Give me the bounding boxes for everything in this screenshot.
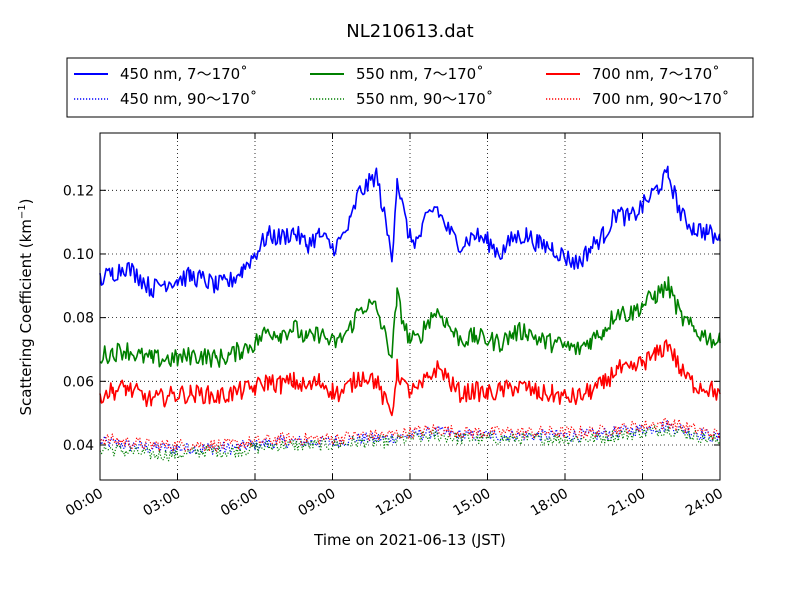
y-tick-label: 0.06 — [63, 374, 94, 390]
legend-label: 550 nm, 90～170˚ — [356, 90, 493, 108]
y-tick-labels: 0.04 0.06 0.08 0.10 0.12 — [63, 183, 94, 454]
y-axis-label-main: Scattering Coefficient (km — [17, 219, 35, 415]
series-line-2 — [99, 339, 721, 417]
y-tick-label: 0.12 — [63, 183, 94, 199]
chart-title: NL210613.dat — [346, 21, 473, 42]
legend-label: 550 nm, 7～170˚ — [356, 65, 484, 83]
legend-label: 450 nm, 7～170˚ — [120, 65, 248, 83]
y-tick-label: 0.04 — [63, 438, 94, 454]
legend: 450 nm, 7～170˚ 550 nm, 7～170˚ 700 nm, 7～17… — [66, 57, 754, 118]
legend-label: 700 nm, 7～170˚ — [592, 65, 720, 83]
legend-box — [66, 57, 754, 118]
x-axis-label: Time on 2021-06-13 (JST) — [313, 531, 506, 549]
y-tick-label: 0.08 — [63, 311, 94, 327]
y-tick-label: 0.10 — [63, 247, 94, 263]
plot-area — [99, 165, 721, 462]
y-axis-label-sup: −1 — [17, 204, 28, 219]
ticks — [99, 133, 721, 480]
series-line-1 — [99, 276, 721, 368]
legend-label: 450 nm, 90～170˚ — [120, 90, 257, 108]
series-line-0 — [99, 165, 721, 298]
y-axis-label-close: ) — [17, 198, 35, 204]
legend-label: 700 nm, 90～170˚ — [592, 90, 729, 108]
y-axis-label: Scattering Coefficient (km−1) — [17, 198, 35, 415]
